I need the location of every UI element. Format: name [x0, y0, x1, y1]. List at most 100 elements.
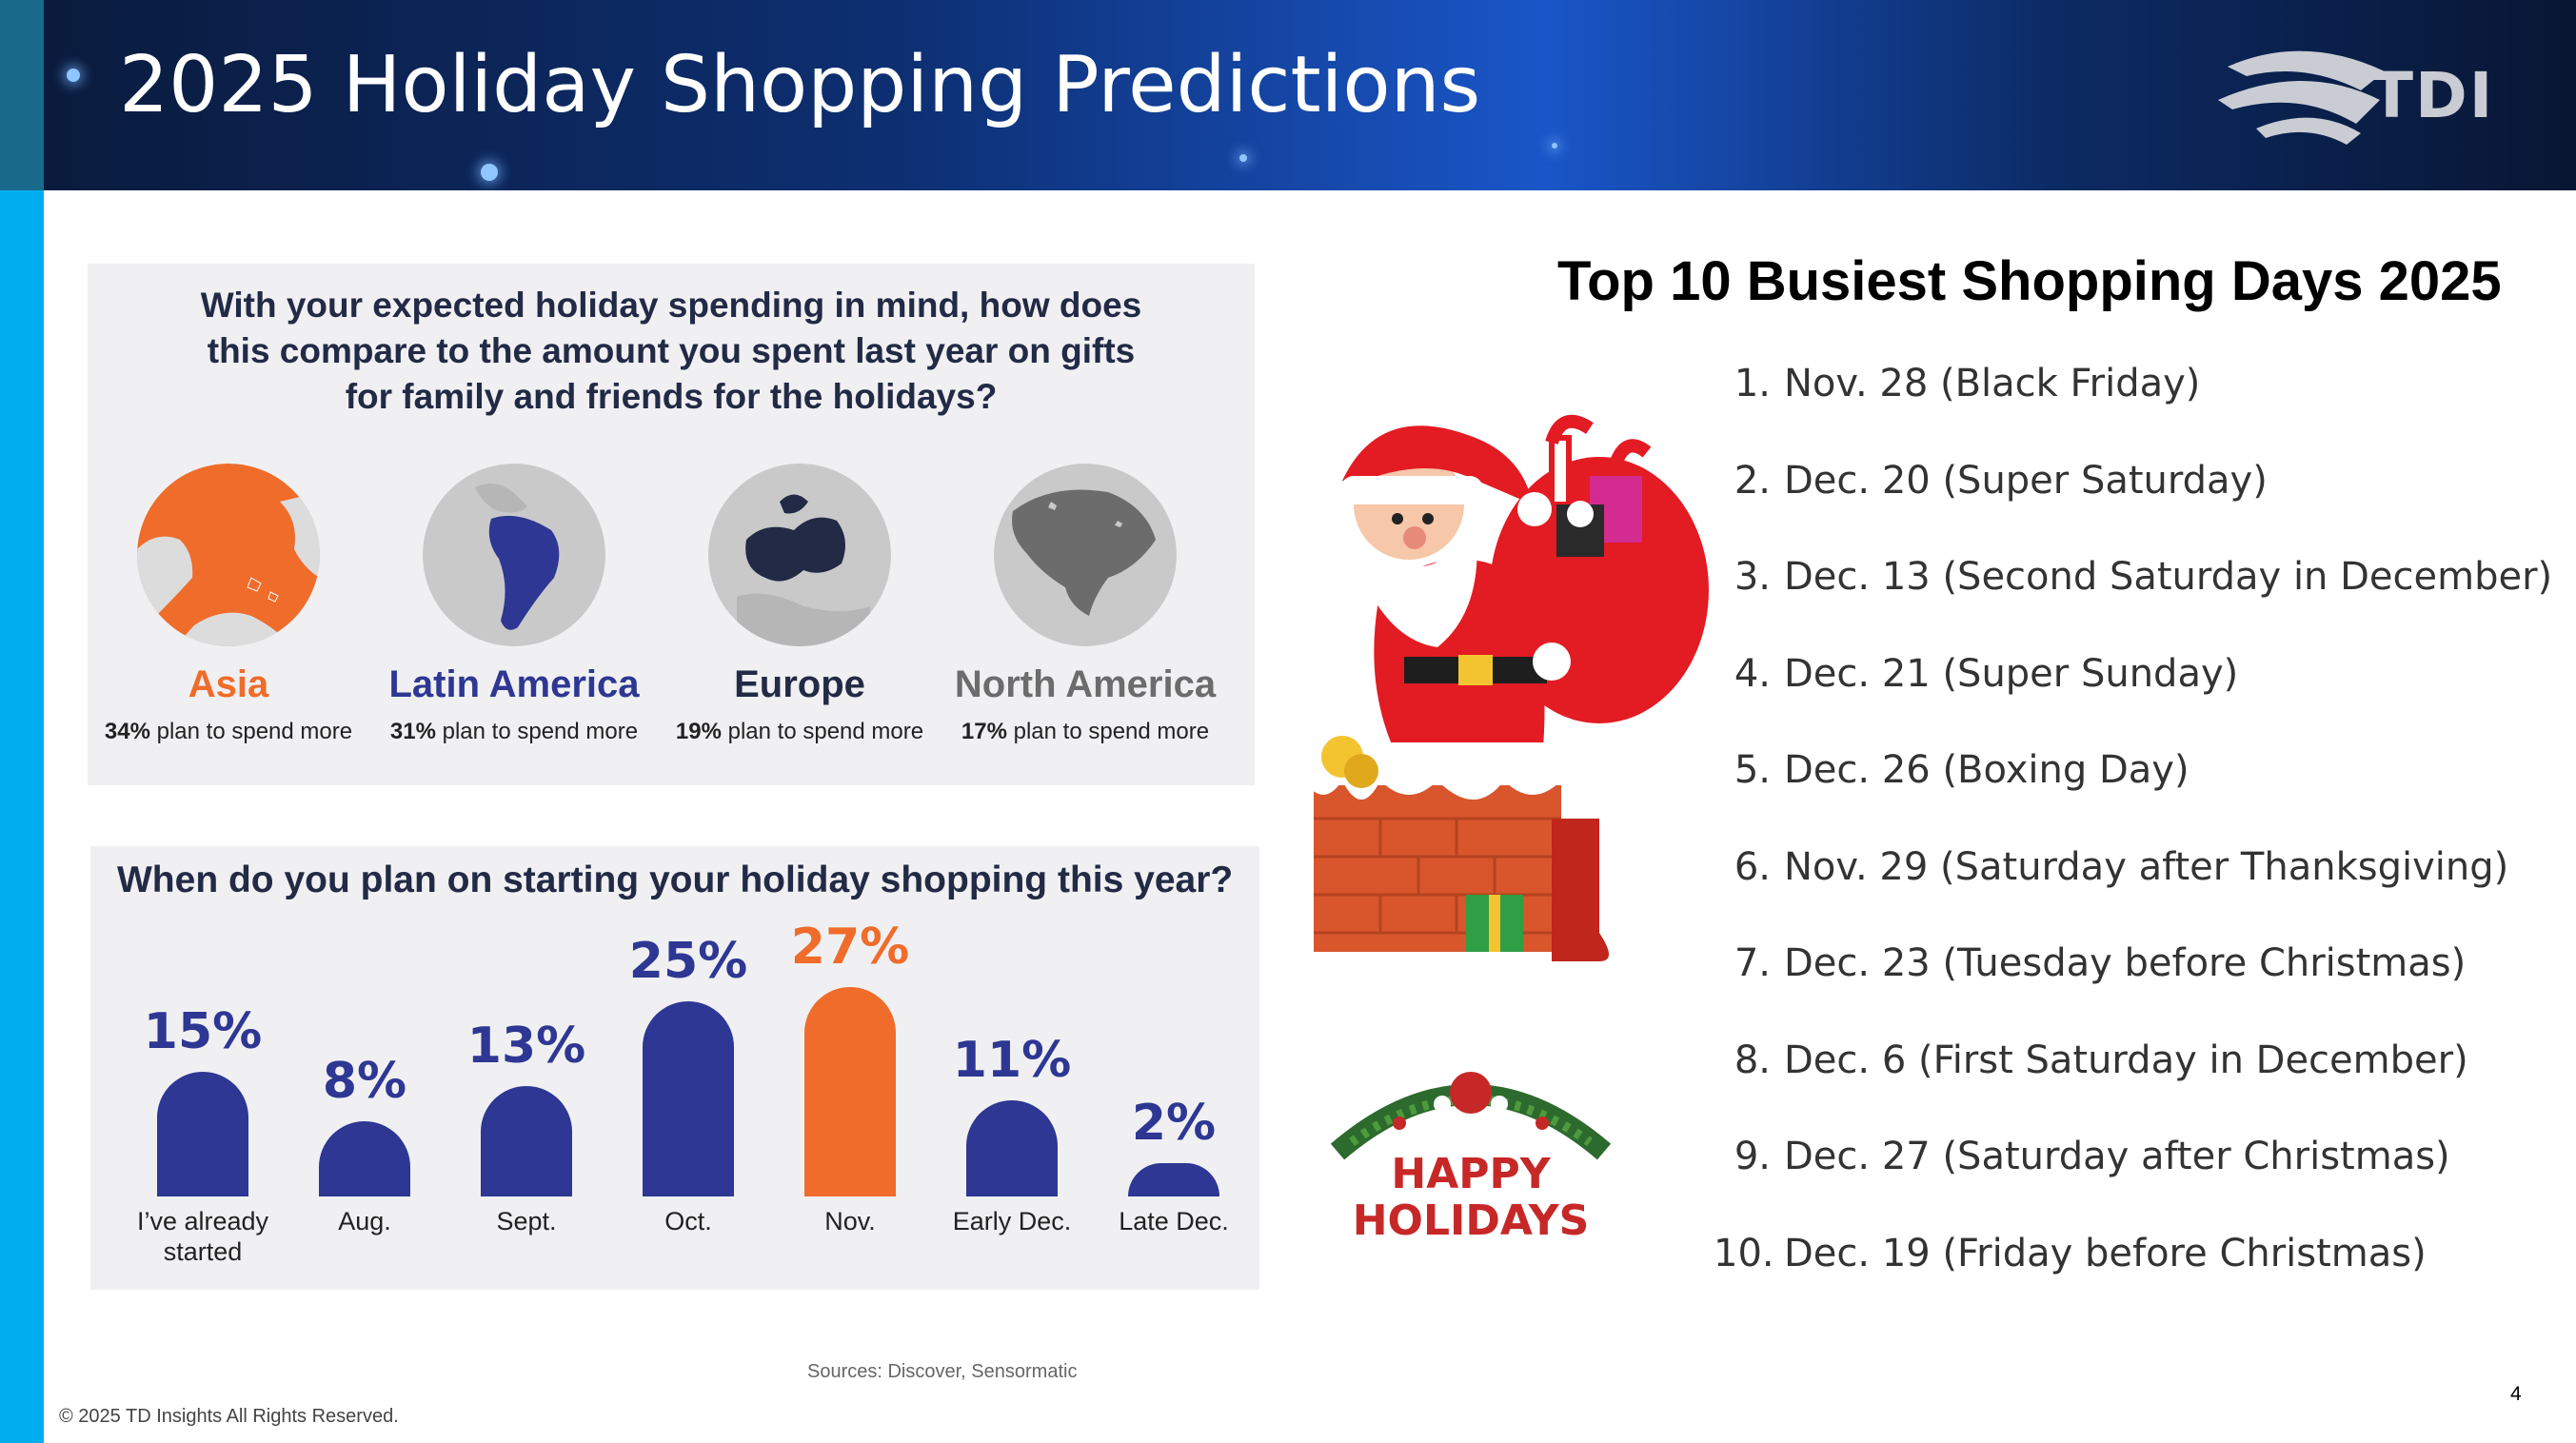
region-stat: 17% plan to spend more [933, 719, 1238, 745]
page-number: 4 [2510, 1383, 2522, 1405]
page-title: 2025 Holiday Shopping Predictions [119, 40, 1481, 130]
latin-america-globe-icon [423, 464, 605, 646]
tdi-logo-icon [2218, 50, 2385, 145]
region-name: Latin America [388, 663, 640, 705]
top10-item: 6. Nov. 29 (Saturday after Thanksgiving) [1714, 845, 2570, 889]
top10-item-text: Dec. 13 (Second Saturday in December) [1784, 555, 2553, 599]
spending-question-line: for family and friends for the holidays? [345, 377, 998, 416]
top10-item: 7. Dec. 23 (Tuesday before Christmas) [1714, 941, 2570, 985]
sources-note: Sources: Discover, Sensormatic [807, 1361, 1078, 1382]
spending-question-line: With your expected holiday spending in m… [200, 286, 1142, 325]
chart-category-label-line: Early Dec. [952, 1207, 1072, 1235]
region-stat-suffix: plan to spend more [721, 719, 924, 744]
spending-question: With your expected holiday spending in m… [88, 283, 1255, 420]
top10-item-number: 5. [1734, 748, 1771, 792]
top10-item-text: Dec. 21 (Super Sunday) [1784, 651, 2239, 696]
top10-item-number: 6. [1734, 844, 1771, 889]
chart-category-label: Aug. [279, 1206, 450, 1236]
top10-item-number: 1. [1734, 362, 1771, 405]
top10-item: 5. Dec. 26 (Boxing Day) [1714, 748, 2570, 792]
header-banner [0, 0, 2576, 190]
europe-globe-icon [708, 464, 891, 646]
santa-chimney-illustration [1304, 414, 1709, 961]
chart-bar-value-label: 13% [466, 1018, 586, 1075]
top10-item-number: 3. [1734, 555, 1771, 599]
spending-question-line: this compare to the amount you spent las… [207, 331, 1136, 370]
copyright-note: © 2025 TD Insights All Rights Reserved. [59, 1406, 399, 1427]
north-america-globe-icon [994, 464, 1177, 646]
chart-category-label-line: Aug. [338, 1207, 391, 1235]
chart-category-label-line: Late Dec. [1119, 1207, 1229, 1235]
top10-item-text: Nov. 28 (Black Friday) [1784, 362, 2201, 405]
chart-category-label-line: I’ve already [136, 1207, 269, 1235]
holidays-text: HOLIDAYS [1353, 1196, 1590, 1245]
happy-holidays-garland-icon: HAPPY HOLIDAYS [1330, 1072, 1612, 1245]
chart-category-label: Oct. [603, 1206, 774, 1236]
chart-bar-value-label: 27% [790, 919, 910, 976]
left-accent-bar [0, 190, 44, 1443]
spending-panel: With your expected holiday spending in m… [88, 264, 1255, 785]
top10-item: 4. Dec. 21 (Super Sunday) [1714, 652, 2570, 696]
chart-category-label-line: started [163, 1237, 243, 1266]
region-percent: 19% [675, 719, 722, 744]
region-name: Asia [188, 663, 269, 705]
chart-bar-value-label: 2% [1131, 1095, 1217, 1152]
top10-item: 10. Dec. 19 (Friday before Christmas) [1714, 1232, 2570, 1275]
top10-item: 3. Dec. 13 (Second Saturday in December) [1714, 555, 2570, 599]
top10-item-text: Dec. 20 (Super Saturday) [1784, 458, 2268, 503]
top10-item-text: Dec. 6 (First Saturday in December) [1784, 1038, 2468, 1082]
chart-category-label: I’ve already started [117, 1206, 288, 1267]
chart-category-label: Late Dec. [1088, 1206, 1259, 1236]
header-left-stripe [0, 0, 44, 190]
chart-bar-value-label: 11% [952, 1032, 1072, 1089]
chart-bar [319, 1121, 410, 1196]
top10-item-text: Dec. 26 (Boxing Day) [1784, 748, 2190, 792]
region-stat: 19% plan to spend more [647, 719, 952, 745]
header-light-dot [67, 69, 80, 82]
chart-bar-value-label: 25% [628, 933, 748, 990]
chart-bar [157, 1072, 248, 1196]
top10-item-number: 10. [1714, 1231, 1774, 1275]
top10-item: 9. Dec. 27 (Saturday after Christmas) [1714, 1135, 2570, 1178]
chart-category-label: Nov. [764, 1206, 936, 1236]
top10-item: 8. Dec. 6 (First Saturday in December) [1714, 1038, 2570, 1082]
header-light-dot [481, 164, 498, 181]
top10-item-number: 2. [1734, 458, 1771, 503]
region-name: Europe [734, 663, 865, 705]
chart-bar [966, 1100, 1058, 1196]
tdi-logo-text: TDI [2370, 59, 2495, 132]
header-light-dot [1552, 143, 1557, 148]
top10-item-number: 4. [1734, 651, 1771, 696]
top10-item-text: Dec. 23 (Tuesday before Christmas) [1784, 941, 2467, 985]
region-stat: 34% plan to spend more [76, 719, 381, 745]
chart-category-label-line: Sept. [496, 1207, 557, 1235]
top10-item: 2. Dec. 20 (Super Saturday) [1714, 459, 2570, 503]
asia-globe-icon [137, 464, 320, 646]
top10-title: Top 10 Busiest Shopping Days 2025 [1557, 250, 2502, 312]
chart-category-label-line: Nov. [824, 1207, 876, 1235]
region-percent: 31% [389, 719, 436, 744]
happy-text: HAPPY [1391, 1150, 1551, 1198]
top10-item-number: 9. [1734, 1135, 1771, 1178]
region-stat-suffix: plan to spend more [435, 719, 639, 744]
top10-item-number: 8. [1734, 1038, 1771, 1082]
region-percent: 34% [104, 719, 150, 744]
region-name: North America [954, 663, 1217, 705]
region-stat-suffix: plan to spend more [149, 719, 353, 744]
region-stat-suffix: plan to spend more [1006, 719, 1210, 744]
top10-item: 1. Nov. 28 (Black Friday) [1714, 362, 2570, 405]
chart-category-label: Sept. [441, 1206, 612, 1236]
top10-item-text: Dec. 19 (Friday before Christmas) [1784, 1231, 2427, 1275]
top10-item-number: 7. [1734, 941, 1771, 985]
chart-bar-value-label: 8% [322, 1053, 407, 1110]
chart-category-label: Early Dec. [926, 1206, 1098, 1236]
region-stat: 31% plan to spend more [362, 719, 666, 745]
region-percent: 17% [961, 719, 1007, 744]
chart-bar [481, 1086, 572, 1196]
chart-bar-value-label: 15% [143, 1003, 263, 1060]
top10-item-text: Nov. 29 (Saturday after Thanksgiving) [1784, 844, 2509, 889]
header-light-dot [1239, 154, 1247, 162]
chart-bar [804, 987, 896, 1196]
chart-title: When do you plan on starting your holida… [117, 860, 1234, 900]
chart-category-label-line: Oct. [664, 1207, 712, 1235]
